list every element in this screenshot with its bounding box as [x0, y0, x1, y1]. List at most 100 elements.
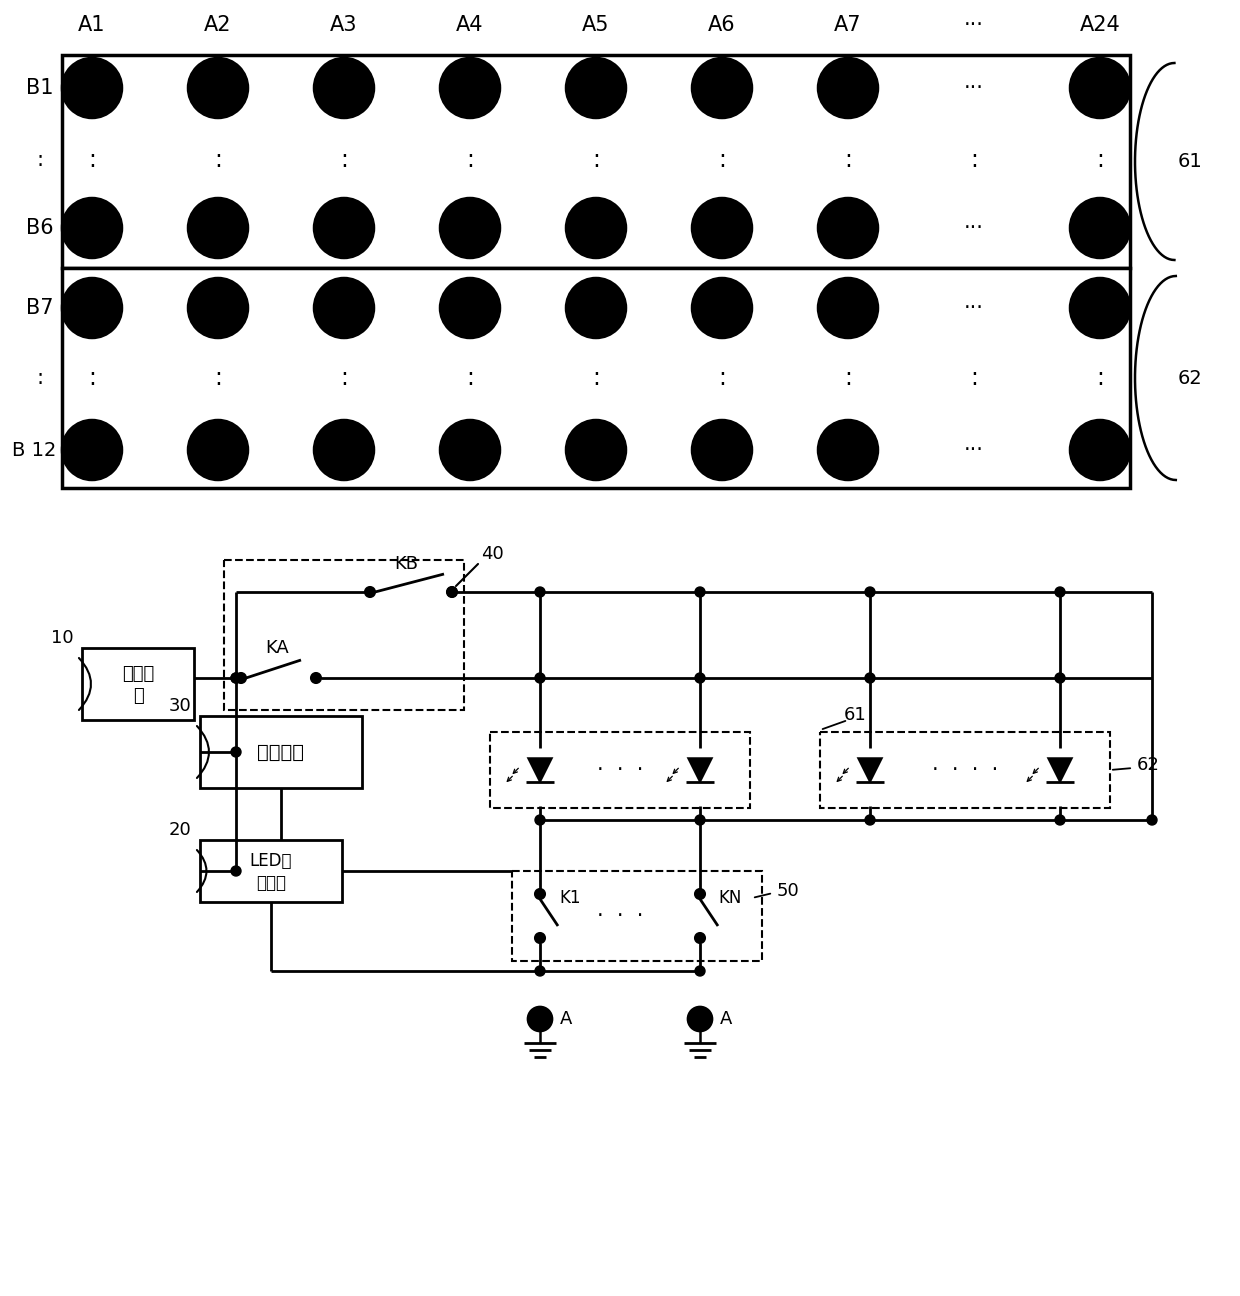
Text: :: : — [466, 148, 474, 172]
Circle shape — [314, 58, 374, 118]
Text: ·  ·  ·: · · · — [596, 906, 644, 927]
Text: A3: A3 — [330, 16, 358, 35]
Text: 动模块: 动模块 — [255, 874, 286, 892]
Circle shape — [236, 673, 246, 683]
Text: A2: A2 — [205, 16, 232, 35]
Circle shape — [866, 587, 875, 597]
Text: B 12: B 12 — [12, 441, 56, 460]
Text: ···: ··· — [963, 218, 983, 238]
Text: :: : — [36, 368, 43, 388]
Text: 10: 10 — [51, 629, 73, 647]
Circle shape — [534, 673, 546, 683]
Circle shape — [446, 587, 458, 597]
Bar — [62, 268, 1130, 489]
Text: K1: K1 — [559, 889, 580, 907]
Circle shape — [440, 198, 500, 258]
Text: LED驱: LED驱 — [249, 851, 293, 870]
Circle shape — [818, 198, 878, 258]
Text: B1: B1 — [26, 78, 53, 98]
Circle shape — [1070, 279, 1130, 338]
Circle shape — [231, 673, 241, 683]
Circle shape — [818, 279, 878, 338]
Circle shape — [694, 933, 706, 943]
Text: 62: 62 — [1178, 368, 1203, 388]
Text: :: : — [340, 365, 348, 390]
Text: :: : — [215, 148, 222, 172]
Circle shape — [694, 587, 706, 597]
Text: 61: 61 — [1178, 152, 1203, 171]
Circle shape — [866, 673, 875, 683]
Text: 30: 30 — [169, 697, 191, 715]
Circle shape — [1147, 815, 1157, 826]
Circle shape — [311, 673, 321, 683]
Circle shape — [534, 587, 546, 597]
Circle shape — [818, 58, 878, 118]
Text: :: : — [591, 365, 600, 390]
Circle shape — [534, 933, 546, 943]
Circle shape — [446, 587, 458, 597]
Text: 62: 62 — [1137, 756, 1159, 774]
Circle shape — [694, 815, 706, 826]
Text: :: : — [718, 365, 725, 390]
Text: :: : — [718, 148, 725, 172]
Circle shape — [692, 420, 751, 480]
Polygon shape — [528, 758, 552, 781]
Bar — [82, 648, 193, 721]
Text: 控制模块: 控制模块 — [258, 743, 305, 762]
Circle shape — [1070, 420, 1130, 480]
Text: :: : — [844, 148, 852, 172]
Text: ···: ··· — [963, 441, 983, 460]
Circle shape — [565, 420, 626, 480]
Text: :: : — [1096, 365, 1104, 390]
Text: A24: A24 — [1080, 16, 1121, 35]
Text: :: : — [340, 148, 348, 172]
Polygon shape — [688, 758, 712, 781]
Text: 源: 源 — [133, 687, 144, 705]
Circle shape — [231, 673, 241, 683]
Circle shape — [1070, 198, 1130, 258]
Circle shape — [314, 420, 374, 480]
Circle shape — [314, 198, 374, 258]
Bar — [62, 54, 1130, 268]
Circle shape — [534, 966, 546, 976]
Text: 20: 20 — [169, 820, 191, 839]
Polygon shape — [858, 758, 882, 781]
Bar — [200, 840, 342, 902]
Circle shape — [565, 279, 626, 338]
Text: A7: A7 — [835, 16, 862, 35]
Bar — [224, 560, 464, 710]
Polygon shape — [1048, 758, 1071, 781]
Circle shape — [694, 673, 706, 683]
Text: B7: B7 — [26, 298, 53, 318]
Circle shape — [188, 58, 248, 118]
Text: A4: A4 — [456, 16, 484, 35]
Circle shape — [1055, 673, 1065, 683]
Circle shape — [62, 58, 122, 118]
Circle shape — [188, 420, 248, 480]
Circle shape — [692, 198, 751, 258]
Text: A5: A5 — [583, 16, 610, 35]
Text: :: : — [1096, 148, 1104, 172]
Circle shape — [1055, 815, 1065, 826]
Circle shape — [314, 279, 374, 338]
Text: A: A — [720, 1010, 733, 1028]
Circle shape — [818, 420, 878, 480]
Text: ·  ·  ·  ·: · · · · — [932, 759, 998, 780]
Text: A6: A6 — [708, 16, 735, 35]
Circle shape — [565, 58, 626, 118]
Circle shape — [565, 198, 626, 258]
Text: :: : — [844, 365, 852, 390]
Bar — [490, 732, 750, 807]
Circle shape — [188, 198, 248, 258]
Circle shape — [694, 966, 706, 976]
Text: 40: 40 — [481, 546, 503, 562]
Circle shape — [1070, 58, 1130, 118]
Text: ·  ·  ·: · · · — [596, 759, 644, 780]
Circle shape — [440, 58, 500, 118]
Circle shape — [866, 815, 875, 826]
Circle shape — [692, 58, 751, 118]
Circle shape — [694, 889, 706, 899]
Circle shape — [231, 866, 241, 876]
Text: :: : — [88, 148, 95, 172]
Text: B6: B6 — [26, 218, 53, 238]
